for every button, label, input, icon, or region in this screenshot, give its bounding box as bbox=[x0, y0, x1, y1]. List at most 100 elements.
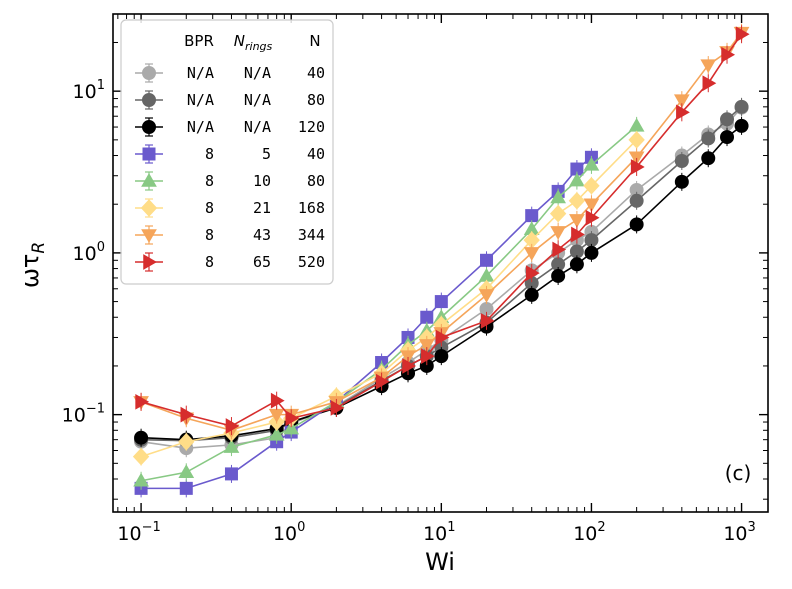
data-point bbox=[735, 26, 750, 43]
x-tick-label: 101 bbox=[423, 520, 455, 545]
data-point bbox=[421, 348, 435, 364]
panel-label: (c) bbox=[725, 461, 752, 485]
data-point bbox=[629, 217, 644, 232]
data-point bbox=[569, 214, 585, 228]
legend-row: 8 10 80 bbox=[135, 171, 325, 191]
legend-bpr: N/A bbox=[187, 91, 214, 109]
data-point bbox=[571, 226, 585, 243]
data-point bbox=[720, 112, 735, 127]
data-point bbox=[550, 189, 567, 204]
data-point bbox=[480, 253, 494, 267]
data-point bbox=[551, 268, 566, 283]
legend-header-n: N bbox=[309, 32, 320, 50]
legend-marker bbox=[142, 147, 156, 161]
legend-bpr: 8 bbox=[205, 145, 214, 163]
data-point bbox=[434, 349, 449, 364]
legend-row: 8 43 344 bbox=[135, 225, 325, 245]
legend-bpr: N/A bbox=[187, 118, 214, 136]
data-point bbox=[720, 130, 735, 145]
legend-nrings: 10 bbox=[253, 172, 271, 190]
legend: BPR Nrings N N/A N/A 40 N/A N/A 80 N/A N/A 120 8 5… bbox=[120, 19, 334, 285]
legend-header-bpr: BPR bbox=[184, 32, 214, 50]
legend-bpr: 8 bbox=[205, 226, 214, 244]
data-point bbox=[721, 46, 736, 63]
x-tick-label-base: 10 bbox=[573, 523, 597, 545]
legend-row: N/A N/A 40 bbox=[135, 63, 325, 83]
data-point bbox=[135, 393, 150, 410]
x-tick-label-exp: −1 bbox=[142, 520, 161, 535]
legend-header-nrings-sub: rings bbox=[245, 40, 273, 53]
legend-bpr: 8 bbox=[205, 253, 214, 271]
series-line bbox=[140, 125, 638, 482]
x-tick-label-exp: 1 bbox=[447, 520, 455, 535]
y-tick-label-exp: 1 bbox=[97, 78, 105, 93]
legend-marker bbox=[142, 93, 156, 107]
data-point bbox=[734, 99, 749, 114]
data-point bbox=[568, 192, 586, 210]
x-tick-label-base: 10 bbox=[423, 523, 447, 545]
x-tick-label: 100 bbox=[273, 520, 305, 545]
legend-bpr: 8 bbox=[205, 199, 214, 217]
data-point bbox=[133, 472, 149, 487]
data-point bbox=[402, 358, 417, 374]
x-tick-label-base: 10 bbox=[117, 523, 141, 545]
y-tick-label-exp: 0 bbox=[97, 240, 105, 255]
data-point bbox=[285, 410, 300, 427]
data-point bbox=[525, 265, 540, 281]
data-point bbox=[569, 172, 585, 187]
y-axis-label-sub: R bbox=[29, 242, 49, 254]
data-point bbox=[330, 400, 345, 416]
data-point bbox=[178, 464, 195, 479]
data-point bbox=[701, 131, 716, 146]
legend-bpr: N/A bbox=[187, 64, 214, 82]
series-520-65 bbox=[135, 25, 750, 436]
data-point bbox=[270, 392, 285, 409]
legend-marker bbox=[140, 199, 158, 217]
legend-nrings: 43 bbox=[253, 226, 271, 244]
data-point bbox=[420, 310, 434, 324]
data-point bbox=[585, 209, 600, 226]
data-point bbox=[674, 154, 689, 169]
legend-row: N/A N/A 120 bbox=[135, 117, 325, 137]
data-point bbox=[524, 287, 539, 302]
data-point bbox=[700, 59, 717, 74]
data-point bbox=[134, 430, 149, 445]
y-tick-label-base: 10 bbox=[73, 81, 97, 103]
y-tick-label: 100 bbox=[73, 240, 105, 265]
data-point bbox=[225, 418, 240, 434]
data-point bbox=[569, 257, 584, 272]
x-tick-label-exp: 2 bbox=[597, 520, 605, 535]
legend-header-nrings-base: N bbox=[234, 32, 245, 50]
data-point bbox=[418, 339, 435, 353]
data-point bbox=[268, 426, 285, 441]
data-point bbox=[523, 247, 540, 261]
data-point bbox=[178, 432, 195, 451]
legend-marker bbox=[141, 229, 157, 244]
x-tick-label-exp: 3 bbox=[748, 520, 756, 535]
legend-marker bbox=[143, 254, 158, 270]
data-point bbox=[180, 406, 195, 423]
data-point bbox=[702, 75, 717, 92]
x-axis-label: Wi bbox=[425, 548, 455, 576]
data-point bbox=[480, 312, 495, 329]
x-tick-label: 10−1 bbox=[117, 520, 160, 545]
data-point bbox=[583, 198, 600, 213]
legend-n: 344 bbox=[298, 226, 325, 244]
data-point bbox=[630, 159, 645, 175]
data-point bbox=[552, 241, 567, 258]
data-point bbox=[584, 245, 599, 260]
x-tick-label: 102 bbox=[573, 520, 605, 545]
legend-n: 40 bbox=[307, 145, 325, 163]
legend-header-nrings: Nrings bbox=[234, 32, 273, 53]
data-point bbox=[701, 151, 716, 166]
legend-n: 40 bbox=[307, 64, 325, 82]
y-axis-label-main: ωτ bbox=[16, 254, 44, 289]
y-tick-label-base: 10 bbox=[62, 405, 86, 427]
data-point bbox=[132, 447, 150, 466]
data-point bbox=[734, 118, 749, 133]
legend-n: 80 bbox=[307, 172, 325, 190]
legend-row: 8 5 40 bbox=[135, 144, 325, 164]
data-point bbox=[223, 439, 240, 453]
plot-frame bbox=[112, 13, 769, 513]
legend-nrings: 65 bbox=[253, 253, 271, 271]
